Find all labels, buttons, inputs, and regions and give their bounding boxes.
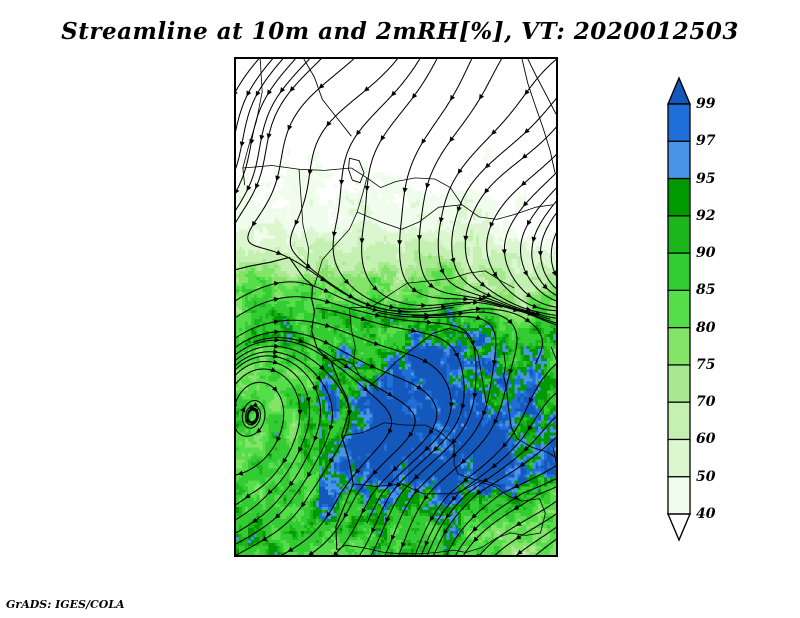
y-axis-tick-mark [234,151,236,152]
page-title: Streamline at 10m and 2mRH[%], VT: 20200… [61,18,739,45]
y-axis-tick-mark [234,275,236,276]
x-axis-tick-mark [456,57,457,59]
colorbar-band [667,364,691,404]
colorbar-tick-label: 70 [696,394,716,411]
colorbar-tick-label: 99 [696,96,716,112]
colorbar-tick-label: 92 [696,207,716,224]
y-axis-tick-mark [234,398,236,399]
x-axis-tick-mark [339,57,340,59]
colorbar-tick-label: 90 [696,245,716,262]
colorbar-tick-label: 60 [696,431,716,448]
x-axis-tick-mark [368,57,369,59]
y-axis-tick-mark [234,336,236,337]
colorbar-band [667,252,691,292]
colorbar-band [667,289,691,329]
attribution-footer: GrADS: IGES/COLA [6,598,125,611]
colorbar-tick-label: 40 [696,506,716,522]
x-axis-tick-mark [545,57,546,59]
colorbar-swatches [666,76,692,542]
colorbar-tick-label: 95 [696,170,716,187]
x-axis-tick-mark [250,57,251,59]
x-axis-tick-mark [309,57,310,59]
map-plot-area: 20N15N10N5NEQ5S10S15S3E6E9E12E15E18E21E2… [234,57,558,557]
colorbar-band [667,103,691,143]
y-axis-tick-mark [234,521,236,522]
x-axis-tick-mark [280,57,281,59]
colorbar-band [667,140,691,180]
x-axis-tick-mark [486,57,487,59]
colorbar-tick-label: 85 [696,282,716,299]
x-axis-tick-mark [427,57,428,59]
colorbar-extend-max [666,76,692,105]
y-axis-tick-mark [234,460,236,461]
colorbar-band [667,438,691,478]
colorbar-tick-label: 97 [696,133,716,150]
colorbar-tick-label: 50 [696,468,716,485]
colorbar-extend-min [666,513,692,542]
colorbar-band [667,215,691,255]
colorbar-band [667,326,691,366]
x-axis-tick-mark [515,57,516,59]
colorbar: 99 97 95 92 90 85 80 75 70 60 50 40 [666,76,715,542]
colorbar-band [667,476,691,515]
colorbar-band [667,177,691,217]
colorbar-band [667,401,691,441]
map-canvas [236,59,556,555]
x-axis-tick-mark [398,57,399,59]
y-axis-tick-mark [234,213,236,214]
colorbar-tick-label: 80 [696,319,716,336]
y-axis-tick-mark [234,89,236,90]
colorbar-tick-label: 75 [696,356,716,373]
rh-shaded-field [236,133,556,555]
